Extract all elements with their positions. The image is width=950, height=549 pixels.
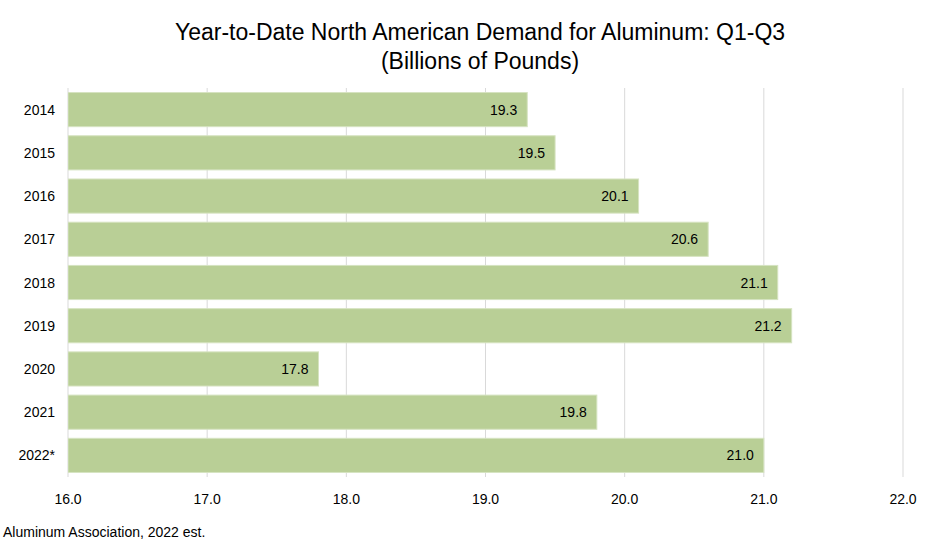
data-label: 20.1	[601, 188, 628, 204]
x-tick-label: 17.0	[194, 491, 221, 507]
y-tick-label: 2014	[24, 102, 55, 118]
data-label: 21.2	[754, 318, 781, 334]
bar	[68, 265, 778, 299]
data-label: 17.8	[281, 361, 308, 377]
grid-line	[903, 88, 904, 477]
x-tick-label: 19.0	[472, 491, 499, 507]
y-tick-label: 2021	[24, 404, 55, 420]
bar	[68, 222, 708, 256]
y-tick-label: 2022*	[18, 447, 55, 463]
data-label: 19.5	[518, 145, 545, 161]
data-label: 21.1	[741, 275, 768, 291]
x-tick-label: 22.0	[889, 491, 916, 507]
bar	[68, 395, 597, 429]
y-tick-label: 2019	[24, 318, 55, 334]
grid	[68, 88, 903, 477]
chart-container: Year-to-Date North American Demand for A…	[0, 0, 950, 549]
x-tick-label: 18.0	[333, 491, 360, 507]
bar	[68, 438, 764, 472]
bar	[68, 179, 639, 213]
bar	[68, 352, 319, 386]
bar	[68, 93, 527, 127]
y-tick-label: 2016	[24, 188, 55, 204]
subtitle: (Billions of Pounds)	[381, 48, 579, 74]
y-tick-label: 2017	[24, 231, 55, 247]
bars	[68, 93, 792, 473]
x-tick-label: 20.0	[611, 491, 638, 507]
chart: Year-to-Date North American Demand for A…	[0, 0, 950, 549]
y-tick-label: 2020	[24, 361, 55, 377]
bar	[68, 309, 792, 343]
data-label: 20.6	[671, 231, 698, 247]
x-tick-label: 21.0	[750, 491, 777, 507]
y-tick-label: 2018	[24, 275, 55, 291]
x-tick-label: 16.0	[54, 491, 81, 507]
source-note: Aluminum Association, 2022 est.	[3, 524, 205, 540]
y-tick-label: 2015	[24, 145, 55, 161]
bar	[68, 136, 555, 170]
data-label: 21.0	[727, 447, 754, 463]
data-label: 19.3	[490, 102, 517, 118]
title: Year-to-Date North American Demand for A…	[175, 19, 785, 45]
data-label: 19.8	[560, 404, 587, 420]
